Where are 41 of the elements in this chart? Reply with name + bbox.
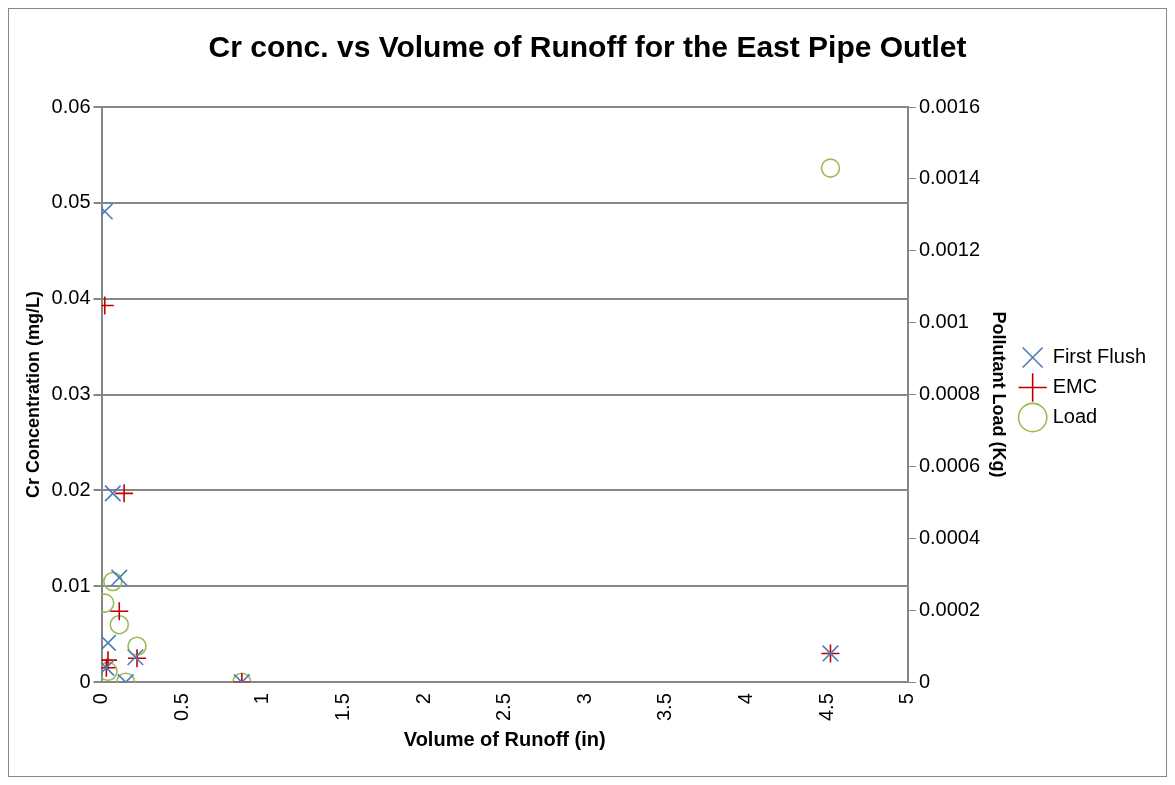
x-tick-label: 1.5 xyxy=(330,693,353,722)
y2-tick-label: 0.0012 xyxy=(918,238,981,261)
x-tick-label: 3 xyxy=(572,693,595,705)
point xyxy=(110,569,128,587)
point xyxy=(127,636,147,657)
x-tick-label: 2.5 xyxy=(492,693,515,722)
x-axis-title: Volume of Runoff (in) xyxy=(403,727,606,750)
x-tick-label: 1 xyxy=(250,693,273,705)
x-tick-label: 4.5 xyxy=(814,693,837,722)
x-tick-label: 5 xyxy=(895,693,918,705)
y-tick-label: 0.02 xyxy=(51,477,91,500)
y2-tick-label: 0.0006 xyxy=(918,454,981,477)
point xyxy=(101,634,117,652)
chart-title: Cr conc. vs Volume of Runoff for the East Pipe Outlet xyxy=(208,30,967,64)
y2-tick-label: 0.0008 xyxy=(918,382,981,405)
point xyxy=(109,614,130,635)
legend-label: EMC xyxy=(1052,375,1098,398)
y-tick-label: 0.06 xyxy=(51,94,91,117)
legend-label: Load xyxy=(1052,405,1098,428)
y2-tick-label: 0.0014 xyxy=(918,166,981,189)
y2-axis-title: Pollutant Load (Kg) xyxy=(988,311,1009,478)
y2-tick-label: 0.001 xyxy=(918,310,969,333)
point xyxy=(104,484,122,502)
y-axis-title: Cr Concentration (mg/L) xyxy=(22,291,43,499)
y-tick-label: 0.04 xyxy=(51,286,91,309)
x-tick-label: 3.5 xyxy=(653,693,676,722)
y-tick-label: 0.01 xyxy=(51,573,91,596)
y-tick-label: 0.03 xyxy=(51,382,91,405)
x-tick-label: 2 xyxy=(411,693,434,705)
point xyxy=(103,571,123,592)
y2-tick-label: 0.0004 xyxy=(918,525,981,548)
y2-tick-label: 0.0016 xyxy=(918,94,981,117)
legend-label: First Flush xyxy=(1052,345,1146,368)
x-tick-label: 0 xyxy=(89,693,112,705)
y-tick-label: 0.05 xyxy=(51,190,91,213)
x-tick-label: 4 xyxy=(734,693,757,705)
point xyxy=(820,158,841,178)
point xyxy=(114,483,134,504)
point xyxy=(109,601,130,622)
y2-tick-label: 0.0002 xyxy=(918,597,981,620)
x-tick-label: 0.5 xyxy=(169,693,192,722)
